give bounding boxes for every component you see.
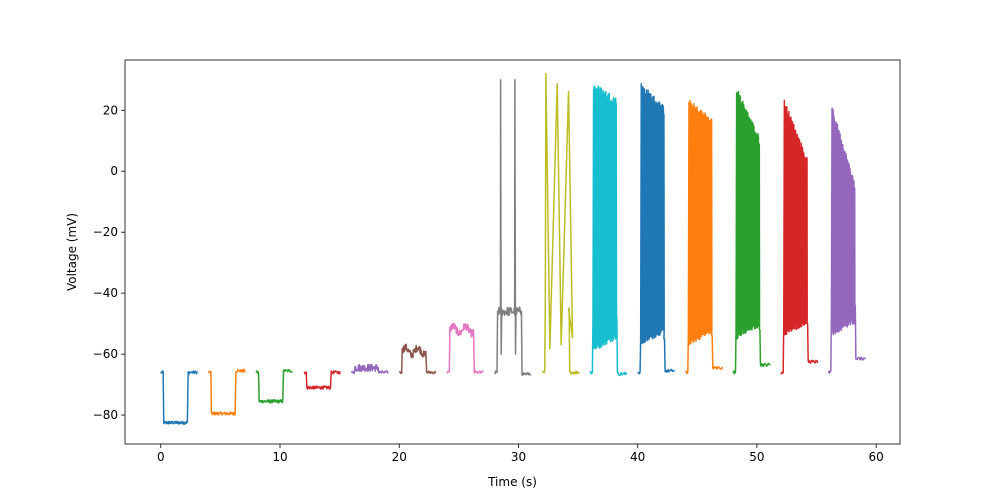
- x-tick-label: 0: [157, 450, 165, 464]
- x-axis-label: Time (s): [487, 475, 537, 489]
- x-tick-label: 50: [749, 450, 764, 464]
- sweep-trace-13: [732, 90, 771, 375]
- y-tick-label: 20: [103, 103, 118, 117]
- x-tick-label: 30: [511, 450, 526, 464]
- sweep-trace-11: [637, 83, 675, 375]
- axes-frame: [124, 59, 901, 445]
- sweep-trace-9: [541, 72, 580, 375]
- axes: 0 10 20 30 40 50 60 −80 −60 −40 −20 0 20: [93, 59, 901, 464]
- sweep-trace-12: [684, 99, 724, 375]
- sweep-trace-5: [350, 363, 389, 375]
- sweep-trace-3: [255, 369, 293, 404]
- y-tick-label: −40: [93, 286, 118, 300]
- sweep-trace-15: [827, 107, 867, 374]
- x-tick-label: 60: [869, 450, 884, 464]
- plot-area: [160, 72, 867, 425]
- sweep-trace-6: [398, 343, 437, 375]
- sweep-trace-8: [493, 79, 532, 376]
- y-tick-label: 0: [110, 164, 118, 178]
- sweep-trace-1: [160, 370, 198, 425]
- y-tick-label: −80: [93, 408, 118, 422]
- sweep-trace-7: [446, 322, 484, 375]
- x-tick-label: 10: [272, 450, 287, 464]
- sweep-trace-10: [589, 85, 628, 377]
- y-tick-label: −20: [93, 225, 118, 239]
- x-tick-label: 20: [392, 450, 407, 464]
- sweep-trace-14: [780, 99, 819, 375]
- y-tick-label: −60: [93, 347, 118, 361]
- x-tick-label: 40: [630, 450, 645, 464]
- y-axis-label: Voltage (mV): [65, 213, 79, 291]
- traces: [160, 72, 867, 425]
- sweep-trace-4: [303, 370, 341, 390]
- sweep-trace-2: [207, 368, 246, 416]
